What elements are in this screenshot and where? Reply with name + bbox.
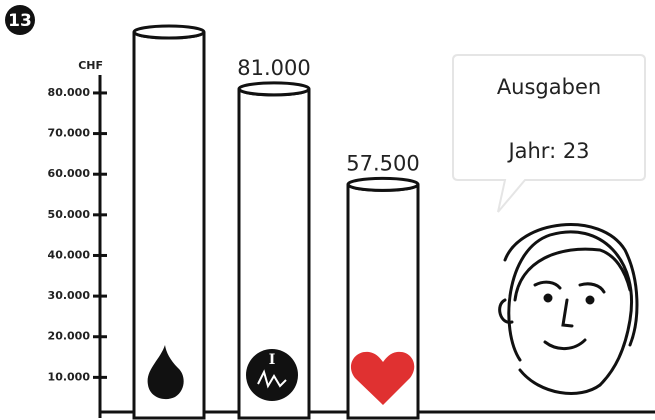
y-tick-label: 20.000 [48,330,91,343]
face [498,223,639,395]
drop-icon [147,345,184,400]
bubble-title: Ausgaben [497,75,601,99]
y-tick-label: 50.000 [48,208,91,221]
badge: 13 [8,11,32,31]
badge-circle [5,5,35,35]
y-tick-label: 60.000 [48,167,91,180]
bubble-subtitle: Jahr: 23 [506,139,589,163]
icon-wave [257,369,287,389]
bar-top [346,176,420,192]
icon-glyph: I [269,352,276,368]
value-label: 81.000 [237,56,310,80]
y-tick-label: 30.000 [48,289,91,302]
wood-icon [246,349,298,401]
bar-top [237,81,311,97]
heart-icon [350,351,415,405]
bar-top [132,24,206,40]
y-axis-label: CHF [78,59,103,72]
speech-bubble [452,54,646,213]
y-tick-label: 70.000 [48,127,91,140]
y-tick-label: 80.000 [48,86,91,99]
value-label: 57.500 [346,151,419,175]
y-tick-label: 10.000 [48,370,91,383]
y-tick-label: 40.000 [48,248,91,261]
